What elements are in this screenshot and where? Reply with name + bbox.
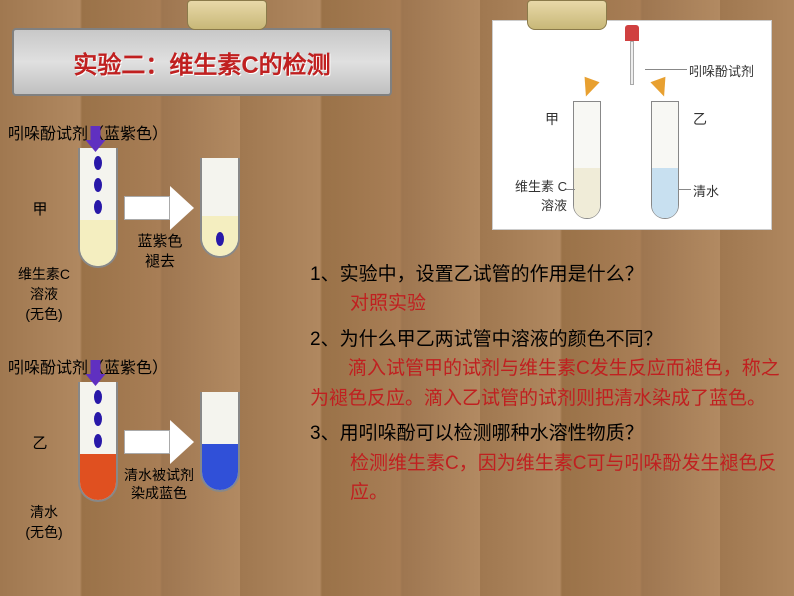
- drop-in-liquid: [216, 232, 224, 246]
- drops-icon: [94, 156, 102, 214]
- exp2-bottom-label: 清水 (无色): [8, 502, 80, 542]
- down-arrow-icon: [91, 126, 106, 152]
- exp1-row-label: 甲: [8, 198, 72, 219]
- liquid-fill: [202, 444, 238, 490]
- reagent-label: 吲哚酚试剂: [689, 61, 754, 80]
- dropper-icon: [625, 25, 639, 85]
- tube-a-label: 甲: [545, 109, 559, 129]
- exp1-bottom-label: 维生素C 溶液 (无色): [8, 264, 80, 324]
- drop-arrow-icon: [650, 77, 671, 99]
- exp2-header: 吲哚酚试剂（蓝紫色）: [8, 354, 308, 378]
- exp2-row-label: 乙: [8, 432, 72, 453]
- liquid-fill: [80, 454, 116, 500]
- big-arrow-icon: 蓝紫色 褪去: [124, 186, 194, 230]
- title-plate: 实验二：维生素C的检测: [12, 28, 392, 96]
- exp2-arrow-caption: 清水被试剂 染成蓝色: [112, 466, 206, 502]
- down-arrow-icon: [91, 360, 106, 386]
- exp1-row: 甲 蓝紫色 褪去: [8, 148, 308, 268]
- exp1-tube-after: [200, 158, 240, 258]
- answer-2: 滴入试管甲的试剂与维生素C发生反应而褪色，称之为褪色反应。滴入乙试管的试剂则把清…: [310, 354, 780, 413]
- tube-b-label: 乙: [693, 109, 707, 129]
- exp1-arrow-caption: 蓝紫色 褪去: [118, 232, 202, 271]
- figure-tube-a: [573, 101, 601, 219]
- drop-arrow-icon: [578, 77, 599, 99]
- exp1-tube-before: [78, 148, 118, 268]
- left-experiments: 吲哚酚试剂（蓝紫色） 甲 蓝紫色 褪去 维生素C 溶液 (无色) 吲哚酚试剂（蓝…: [8, 120, 308, 542]
- tube-a-content: 维生素 C 溶液: [503, 176, 567, 214]
- tube-b-content: 清水: [693, 181, 719, 200]
- answer-1: 对照实验: [310, 289, 780, 318]
- exp2-row: 乙 清水被试剂 染成蓝色: [8, 382, 308, 502]
- clip-left: [187, 0, 267, 30]
- question-2: 2、为什么甲乙两试管中溶液的颜色不同？: [310, 325, 780, 354]
- top-figure: 吲哚酚试剂 甲 乙 维生素 C 溶液 清水: [492, 20, 772, 230]
- big-arrow-icon: 清水被试剂 染成蓝色: [124, 420, 194, 464]
- clip-right: [527, 0, 607, 30]
- answer-3: 检测维生素C，因为维生素C可与吲哚酚发生褪色反应。: [310, 449, 780, 508]
- drops-icon: [94, 390, 102, 448]
- qa-section: 1、实验中，设置乙试管的作用是什么？ 对照实验 2、为什么甲乙两试管中溶液的颜色…: [310, 254, 780, 508]
- binder-clips: [0, 0, 794, 30]
- figure-tube-b: [651, 101, 679, 219]
- exp1-header: 吲哚酚试剂（蓝紫色）: [8, 120, 308, 144]
- figure-leader-line: [645, 69, 687, 70]
- question-3: 3、用吲哚酚可以检测哪种水溶性物质？: [310, 419, 780, 448]
- title-text: 实验二：维生素C的检测: [73, 45, 330, 80]
- figure-leader-line: [679, 189, 691, 190]
- exp2-tube-after: [200, 392, 240, 492]
- liquid-fill: [80, 220, 116, 266]
- question-1: 1、实验中，设置乙试管的作用是什么？: [310, 260, 780, 289]
